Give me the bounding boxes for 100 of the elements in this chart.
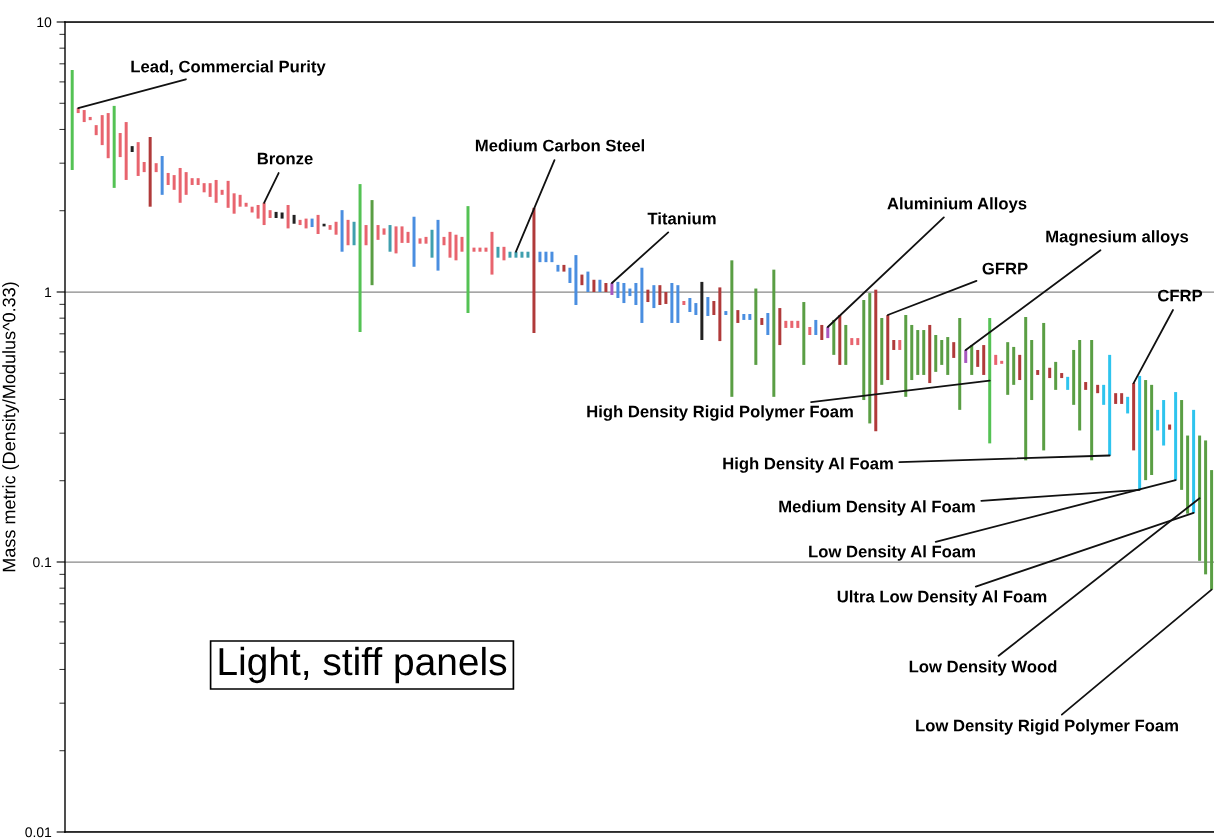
bar	[184, 172, 188, 195]
bar	[202, 183, 206, 193]
bar	[142, 162, 146, 173]
bar	[724, 311, 728, 315]
bar	[1192, 409, 1196, 513]
bar	[310, 218, 314, 228]
bar	[1102, 384, 1106, 405]
bar	[1066, 376, 1070, 390]
bar	[814, 319, 818, 335]
annotation: Ultra Low Density Al Foam	[837, 590, 1047, 606]
bar	[802, 302, 806, 365]
bar	[982, 345, 986, 375]
bar	[394, 226, 398, 254]
bar	[136, 142, 140, 176]
bar	[1096, 384, 1100, 394]
bar	[820, 324, 824, 341]
bar	[1090, 340, 1094, 461]
bar	[928, 324, 932, 384]
bar	[238, 194, 242, 207]
bar	[1060, 373, 1064, 379]
bar	[1084, 382, 1088, 390]
bar	[376, 225, 380, 240]
bar	[904, 314, 908, 397]
bar	[178, 167, 182, 203]
bar	[418, 238, 422, 244]
bar	[262, 202, 266, 226]
bar	[280, 212, 284, 219]
bar	[1162, 400, 1166, 446]
bar	[1210, 470, 1214, 590]
bar	[1150, 384, 1154, 475]
bar	[868, 293, 872, 424]
bar	[1138, 375, 1142, 490]
bar	[1036, 370, 1040, 375]
bar	[130, 146, 134, 152]
bar	[328, 225, 332, 230]
y-axis-title: Mass metric (Density/Modulus^0.33)	[2, 282, 19, 572]
y-tick-label: 10	[37, 17, 52, 28]
bar	[970, 345, 974, 375]
bar	[652, 285, 656, 309]
bar	[538, 251, 542, 263]
bar	[502, 246, 506, 261]
bar	[1126, 396, 1130, 414]
bar	[370, 200, 374, 286]
bar	[388, 225, 392, 252]
y-tick-label: 0.01	[25, 827, 52, 838]
annotation: CFRP	[1158, 289, 1203, 302]
annotation: Aluminium Alloys	[887, 197, 1027, 213]
bar	[286, 205, 290, 229]
bar	[610, 282, 614, 295]
bar	[100, 115, 104, 146]
bar	[748, 313, 752, 320]
bar	[1078, 340, 1082, 431]
bar	[154, 163, 158, 173]
bar	[364, 225, 368, 246]
bar	[706, 297, 710, 316]
bar	[850, 338, 854, 346]
bar	[190, 178, 194, 186]
bar	[1120, 393, 1124, 404]
bar	[334, 221, 338, 235]
bar	[106, 113, 110, 159]
bar	[478, 247, 482, 252]
bar	[472, 247, 476, 252]
bar	[1180, 400, 1184, 490]
bar	[892, 340, 896, 350]
bar	[1012, 346, 1016, 385]
bar	[1204, 440, 1208, 575]
bar	[844, 324, 848, 365]
bar	[1024, 317, 1028, 461]
bar	[682, 301, 686, 306]
bar	[436, 219, 440, 271]
bar	[514, 251, 518, 258]
bar	[598, 279, 602, 292]
bar	[358, 184, 362, 332]
bar	[220, 189, 224, 195]
bar	[772, 269, 776, 397]
annotation: Magnesium alloys	[1046, 230, 1189, 246]
bar	[742, 313, 746, 320]
annotation: High Density Rigid Polymer Foam	[587, 405, 853, 421]
bar	[574, 255, 578, 306]
bar	[952, 342, 956, 358]
bar	[550, 251, 554, 263]
bar	[664, 292, 668, 304]
bar	[862, 300, 866, 401]
bar	[1006, 342, 1010, 395]
bar	[1048, 367, 1052, 379]
bar	[544, 251, 548, 263]
bar	[496, 246, 500, 258]
bar	[916, 330, 920, 375]
bar	[964, 349, 968, 363]
bar	[454, 234, 458, 261]
bar	[1144, 380, 1148, 481]
bar	[298, 219, 302, 226]
annotation: Low Density Al Foam	[809, 545, 975, 561]
bar	[754, 288, 758, 365]
bar	[562, 264, 566, 272]
bar	[442, 236, 446, 246]
bar	[976, 349, 980, 367]
bar	[352, 221, 356, 246]
bar	[88, 116, 92, 121]
bar	[160, 155, 164, 195]
